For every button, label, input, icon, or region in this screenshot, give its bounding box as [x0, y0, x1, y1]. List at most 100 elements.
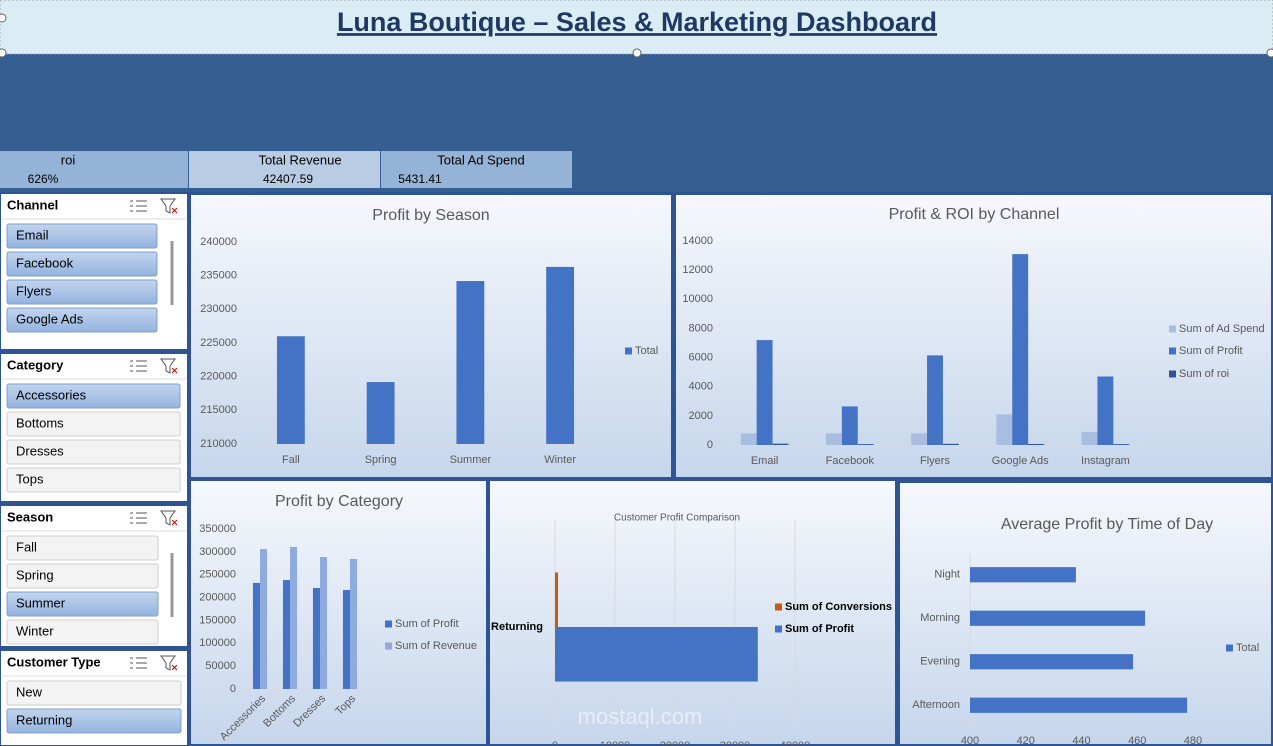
bar: [555, 572, 558, 627]
bar: [555, 627, 758, 682]
bar: [282, 580, 290, 689]
y-tick-label: 215000: [200, 404, 237, 416]
slicer-item-label: Spring: [16, 567, 54, 582]
y-tick-label: 350000: [199, 523, 236, 535]
legend-label: Sum of Profit: [785, 623, 854, 635]
x-tick-label: Summer: [450, 454, 492, 466]
slicer-item-label: Winter: [16, 623, 54, 638]
bar: [970, 654, 1134, 670]
x-tick-label: Email: [751, 455, 779, 467]
slicer: Season Fall Spring Summer Winter: [0, 505, 188, 647]
x-tick-label: 480: [1184, 735, 1202, 746]
bar: [1028, 443, 1045, 445]
y-tick-label: 8000: [689, 322, 713, 334]
bar: [290, 547, 298, 689]
multi-select-icon: [130, 200, 147, 212]
clear-x: [171, 519, 178, 526]
legend-swatch: [385, 620, 392, 628]
slicer-item[interactable]: [6, 563, 159, 589]
slicer-item[interactable]: [6, 708, 182, 734]
x-tick-label: Facebook: [826, 455, 875, 467]
bar: [756, 340, 773, 445]
clear-filter-icon: [160, 655, 176, 671]
kpi-label: Total Revenue: [258, 152, 341, 167]
y-tick-label: Morning: [920, 612, 960, 624]
chart-panel: [676, 195, 1271, 477]
y-tick-label: 2000: [689, 410, 713, 422]
y-tick-label: 210000: [200, 438, 237, 450]
kpi-value: 5431.41: [398, 172, 442, 186]
clear-x: [171, 207, 178, 214]
clear-filter-icon: [160, 510, 176, 526]
y-tick-label: Returning: [491, 621, 543, 633]
y-tick-label: Evening: [920, 656, 960, 668]
slicer-title: Season: [7, 509, 53, 524]
bar: [1113, 444, 1130, 445]
legend-label: Sum of Revenue: [395, 640, 477, 652]
slicer-item[interactable]: [6, 680, 182, 706]
slicer-item-label: Email: [16, 227, 49, 242]
slicer-item[interactable]: [6, 223, 158, 249]
legend-swatch: [1169, 347, 1176, 355]
bar: [1097, 376, 1114, 445]
slicer-item[interactable]: [6, 467, 181, 493]
slicer: Channel Email Facebook Flyers Google Ads: [0, 193, 188, 350]
kpi-box: [0, 151, 188, 188]
bar: [740, 433, 757, 445]
x-tick-label: 30000: [720, 740, 751, 746]
bar: [320, 557, 328, 689]
bar: [911, 433, 928, 445]
multi-select-icon: [130, 657, 147, 669]
clear-x: [171, 664, 178, 671]
slicer-item-label: Flyers: [16, 283, 52, 298]
slicer-item[interactable]: [6, 619, 159, 645]
x-tick-label: Winter: [544, 454, 576, 466]
slicer-item-label: Fall: [16, 539, 37, 554]
y-tick-label: 100000: [199, 637, 236, 649]
kpi-value: 626%: [28, 172, 59, 186]
slicer-item-label: Bottoms: [16, 415, 64, 430]
slicer-item[interactable]: [6, 251, 158, 277]
x-tick-label: 460: [1128, 735, 1146, 746]
slicer-item[interactable]: [6, 591, 159, 617]
kpi-box: [189, 151, 380, 188]
bar: [342, 590, 350, 689]
y-tick-label: 50000: [205, 660, 236, 672]
slicer-item[interactable]: [6, 439, 181, 465]
bar: [312, 587, 320, 689]
bar: [825, 433, 842, 445]
bar: [252, 582, 260, 689]
chart-title: Customer Profit Comparison: [614, 513, 740, 524]
legend-swatch: [1226, 644, 1233, 652]
bar: [996, 414, 1013, 445]
bar: [1081, 431, 1098, 445]
bar: [772, 443, 789, 445]
y-tick-label: 250000: [199, 569, 236, 581]
kpi-label: Total Ad Spend: [437, 152, 524, 167]
y-tick-label: 230000: [200, 303, 237, 315]
slicer: Category Accessories Bottoms Dresses Tops: [0, 353, 188, 502]
chart-title: Profit by Season: [372, 207, 489, 224]
legend-label: Total: [1236, 642, 1259, 654]
y-tick-label: 14000: [682, 235, 713, 247]
slicer-item[interactable]: [6, 307, 158, 333]
slicer-title: Category: [7, 357, 64, 372]
slicer-title: Customer Type: [7, 654, 101, 669]
chart-title: Average Profit by Time of Day: [1001, 516, 1213, 533]
slicer-item-label: Facebook: [16, 255, 74, 270]
y-tick-label: Afternoon: [912, 699, 960, 711]
y-tick-label: 150000: [199, 614, 236, 626]
bar: [970, 697, 1188, 713]
y-tick-label: 10000: [682, 293, 713, 305]
slicer-item[interactable]: [6, 279, 158, 305]
clear-x: [171, 367, 178, 374]
slicer-item-label: Returning: [16, 712, 72, 727]
legend-swatch: [775, 603, 782, 611]
slicer-item-label: Tops: [16, 471, 44, 486]
slicer: Customer Type New Returning: [0, 650, 188, 746]
slicer-item[interactable]: [6, 383, 181, 409]
slicer-item[interactable]: [6, 411, 181, 437]
slicer-item[interactable]: [6, 535, 159, 561]
bar: [350, 558, 358, 689]
